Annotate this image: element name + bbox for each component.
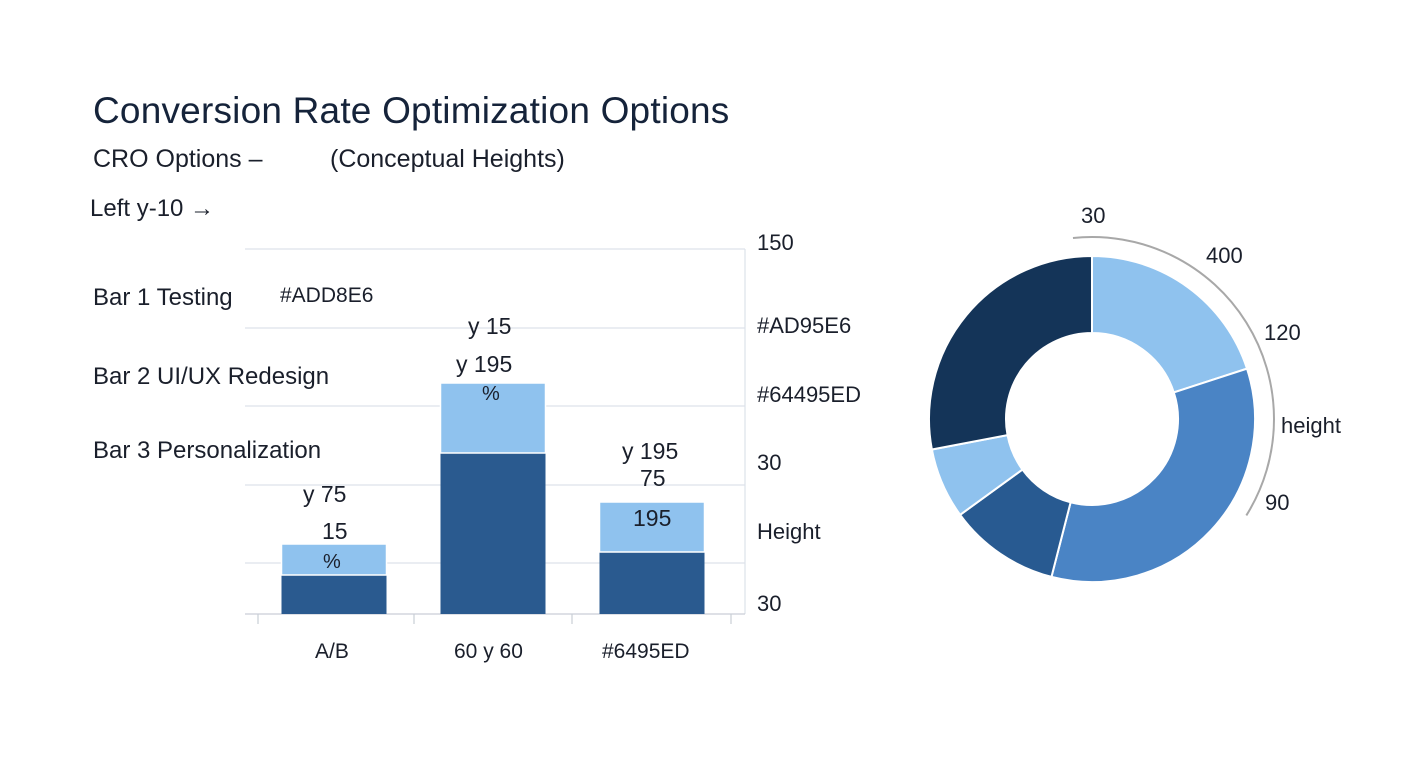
donut-slice-5 (928, 254, 1093, 451)
chart-subtitle-left: CRO Options – (93, 145, 263, 173)
donut-slice-1 (1091, 254, 1249, 394)
right-axis-label-1: 150 (757, 230, 794, 255)
bar2-annotation-2: y 195 (456, 351, 513, 377)
bar-3-segment-2 (598, 501, 706, 553)
bar1-annotation-3: % (323, 551, 341, 573)
bar-marks (280, 382, 706, 614)
right-axis-label-2: #AD95E6 (757, 313, 852, 338)
bar3-annotation-3: 195 (633, 505, 672, 531)
donut-label-4: height (1281, 413, 1341, 438)
donut-label-3: 120 (1264, 320, 1301, 345)
swatch-color-label: #ADD8E6 (280, 284, 374, 307)
category-label-1: A/B (315, 640, 349, 663)
side-label-bar2: Bar 2 UI/UX Redesign (93, 363, 330, 390)
donut-label-5: 90 (1265, 490, 1290, 515)
right-axis-label-6: 30 (757, 591, 782, 616)
right-axis-label-3: #64495ED (757, 382, 861, 407)
bar-2-segment-1 (440, 453, 546, 614)
bar1-annotation-1: y 75 (303, 481, 347, 507)
right-axis-label-5: Height (757, 519, 821, 544)
bar-3-segment-1 (599, 552, 705, 614)
bar-1-segment-2 (280, 543, 388, 576)
bar3-annotation-2: 75 (640, 465, 666, 491)
axis-note: Left y-10 → (90, 195, 215, 222)
chart-subtitle-right: (Conceptual Heights) (330, 145, 565, 173)
donut-label-2: 400 (1206, 243, 1243, 268)
donut-slice-2 (1050, 367, 1256, 583)
bar3-annotation-1: y 195 (622, 438, 679, 464)
bar1-annotation-2: 15 (322, 518, 348, 544)
bar-1-segment-1 (281, 575, 387, 614)
right-axis-label-4: 30 (757, 450, 782, 475)
bar-2-segment-2 (439, 382, 547, 454)
category-label-2: 60 y 60 (454, 640, 523, 663)
bar2-annotation-3: % (482, 383, 500, 405)
side-label-bar3: Bar 3 Personalization (93, 437, 322, 464)
side-label-bar1: Bar 1 Testing (93, 284, 233, 311)
chart-title: Conversion Rate Optimization Options (93, 90, 730, 131)
donut-marks (928, 236, 1275, 583)
donut-guide-arc (1072, 236, 1275, 516)
category-label-3: #6495ED (602, 640, 690, 663)
donut-label-1: 30 (1081, 203, 1106, 228)
bar2-annotation-1: y 15 (468, 313, 512, 339)
